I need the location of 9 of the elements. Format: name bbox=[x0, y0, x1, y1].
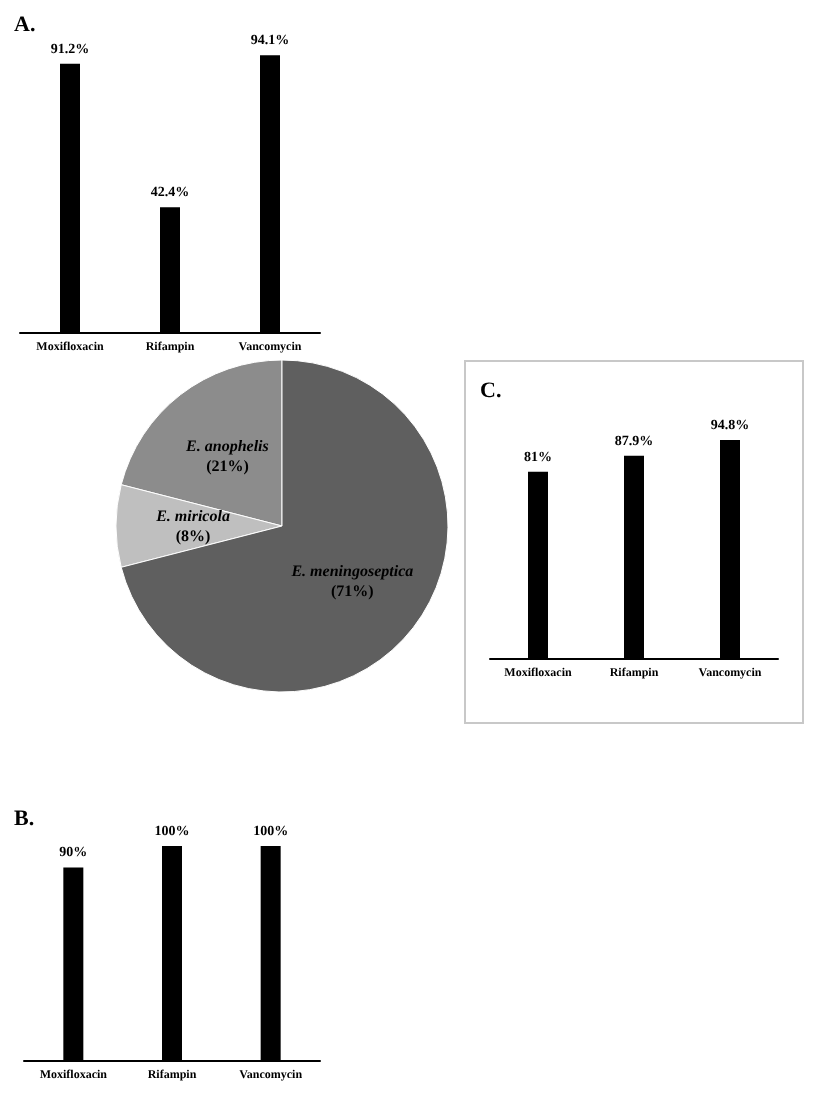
slice-label: E. meningoseptica bbox=[289, 561, 414, 580]
slice-label: E. anophelis bbox=[184, 436, 269, 455]
slice-label: E. miricola bbox=[154, 507, 230, 525]
data-label: (21%) bbox=[206, 456, 250, 475]
data-label: (8%) bbox=[175, 527, 211, 545]
data-label: (71%) bbox=[331, 581, 375, 600]
chart-title: B. bbox=[14, 807, 35, 831]
chart-title: A. bbox=[14, 13, 36, 37]
chart-title: C. bbox=[480, 379, 502, 403]
